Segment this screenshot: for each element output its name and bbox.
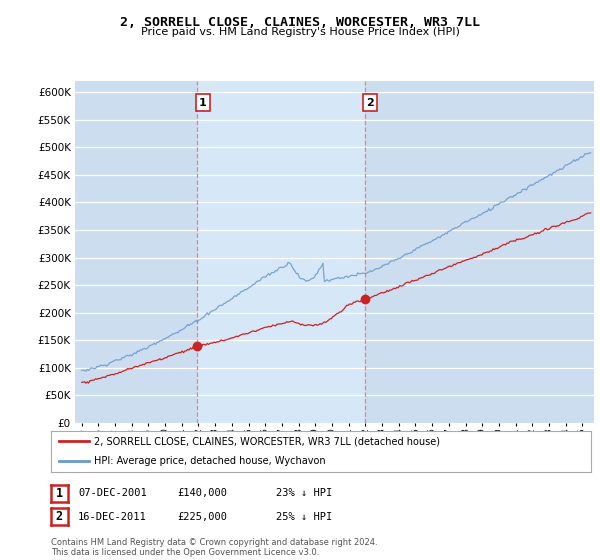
Text: 25% ↓ HPI: 25% ↓ HPI bbox=[276, 512, 332, 522]
Text: £140,000: £140,000 bbox=[177, 488, 227, 498]
Text: 1: 1 bbox=[199, 98, 207, 108]
Text: 1: 1 bbox=[56, 487, 63, 500]
Text: HPI: Average price, detached house, Wychavon: HPI: Average price, detached house, Wych… bbox=[94, 456, 326, 466]
Text: 2, SORRELL CLOSE, CLAINES, WORCESTER, WR3 7LL: 2, SORRELL CLOSE, CLAINES, WORCESTER, WR… bbox=[120, 16, 480, 29]
Text: 16-DEC-2011: 16-DEC-2011 bbox=[78, 512, 147, 522]
Text: 2: 2 bbox=[367, 98, 374, 108]
Text: Price paid vs. HM Land Registry's House Price Index (HPI): Price paid vs. HM Land Registry's House … bbox=[140, 27, 460, 37]
Text: 07-DEC-2001: 07-DEC-2001 bbox=[78, 488, 147, 498]
Text: 23% ↓ HPI: 23% ↓ HPI bbox=[276, 488, 332, 498]
Bar bbox=[197, 81, 365, 423]
Text: Contains HM Land Registry data © Crown copyright and database right 2024.
This d: Contains HM Land Registry data © Crown c… bbox=[51, 538, 377, 557]
Text: 2: 2 bbox=[56, 510, 63, 524]
Text: £225,000: £225,000 bbox=[177, 512, 227, 522]
Text: 2, SORRELL CLOSE, CLAINES, WORCESTER, WR3 7LL (detached house): 2, SORRELL CLOSE, CLAINES, WORCESTER, WR… bbox=[94, 436, 440, 446]
